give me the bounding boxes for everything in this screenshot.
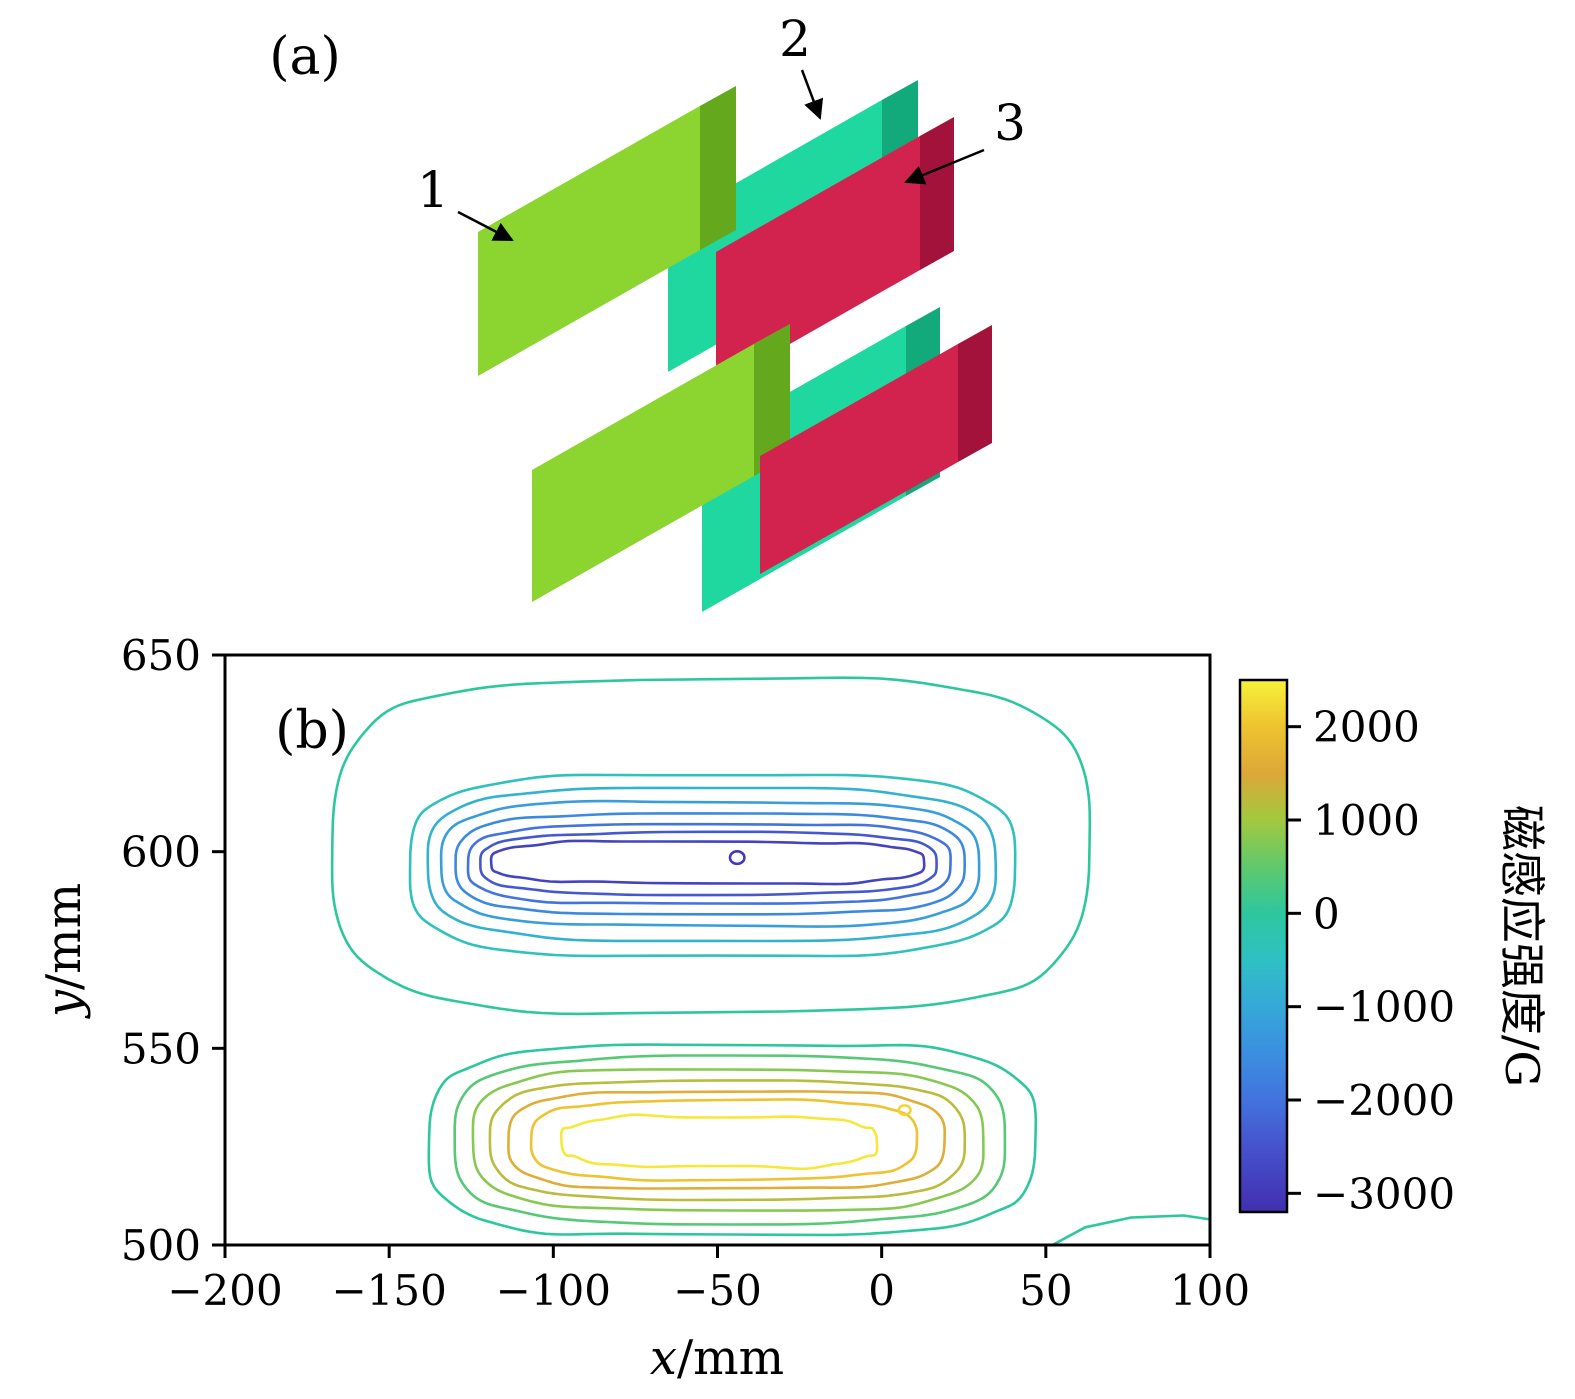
colorbar-group: 2000 1000 0 −1000 −2000 −3000 磁感应强度/G — [1238, 678, 1549, 1218]
contour-lines-group — [330, 676, 1211, 1246]
red-block-side-face — [920, 117, 954, 270]
block-label-teal: 2 — [779, 10, 811, 68]
contour-line-level--800 — [426, 786, 998, 943]
y-axis-label: y/mm — [36, 883, 92, 1019]
colorbar-ticks-group: 2000 1000 0 −1000 −2000 −3000 — [1287, 703, 1455, 1218]
green-block-side-face — [700, 86, 736, 250]
x-axis-tick-label: −100 — [496, 1266, 611, 1315]
contour-line-level--1200 — [439, 799, 981, 928]
red-block-side-face — [958, 325, 992, 462]
red-block-front-face — [760, 344, 958, 574]
x-axis-label: x/mm — [650, 1330, 784, 1386]
contour-line-level--400 — [408, 773, 1017, 958]
block-annotations: 1 2 3 — [417, 10, 1026, 242]
contour-spot — [728, 849, 746, 866]
contour-line-level-0 — [330, 676, 1092, 1016]
block-label-arrow-green — [457, 210, 514, 242]
colorbar-tick-label: −3000 — [1313, 1169, 1455, 1218]
colorbar — [1238, 678, 1289, 1214]
block-label-arrow-red — [904, 148, 985, 185]
y-axis-tick-label: 550 — [121, 1024, 201, 1073]
contour-line-level--2800 — [489, 839, 926, 886]
panel-a-label: (a) — [269, 27, 341, 87]
axis-ticks-group: −200 −150 −100 −50 0 50 100 500 550 600 650 — [121, 631, 1250, 1315]
colorbar-tick-label: −1000 — [1313, 983, 1455, 1032]
contour-line-level--2400 — [479, 830, 938, 897]
x-axis-tick-label: −200 — [167, 1266, 282, 1315]
green-block-front-face — [478, 106, 700, 376]
contour-line-level-0 — [427, 1043, 1038, 1237]
x-axis-tick-label: 50 — [1019, 1266, 1072, 1315]
y-axis-tick-label: 600 — [121, 828, 201, 877]
contour-line-level-800 — [471, 1068, 985, 1212]
block-label-red: 3 — [994, 94, 1026, 152]
contour-line-level-1200 — [488, 1079, 967, 1202]
green-block-front-face — [532, 344, 754, 602]
contour-open-line — [1051, 1214, 1211, 1246]
contour-line-level-400 — [453, 1054, 1007, 1226]
colorbar-tick-label: 2000 — [1313, 703, 1420, 752]
x-axis-tick-label: 0 — [868, 1266, 895, 1315]
colorbar-tick-label: 0 — [1313, 889, 1340, 938]
y-axis-tick-label: 500 — [121, 1221, 201, 1270]
contour-line-level--1600 — [454, 812, 966, 916]
contour-line-level--2000 — [466, 822, 952, 905]
x-axis-tick-label: −150 — [331, 1266, 446, 1315]
x-axis-tick-label: 100 — [1170, 1266, 1250, 1315]
colorbar-tick-label: 1000 — [1313, 796, 1420, 845]
plot-border — [223, 653, 1212, 1247]
contour-line-level-1600 — [507, 1090, 946, 1190]
panel-b-contour-plot: (b) −200 −150 −100 −50 0 50 100 500 550 600 650 x/… — [36, 631, 1549, 1386]
contour-line-level-2400 — [559, 1113, 879, 1171]
panel-b-label: (b) — [275, 701, 349, 761]
block-label-green: 1 — [417, 161, 449, 219]
y-axis-tick-label: 650 — [121, 631, 201, 680]
colorbar-label: 磁感应强度/G — [1495, 805, 1549, 1087]
magnet-blocks — [478, 80, 992, 612]
x-axis-tick-label: −50 — [673, 1266, 762, 1315]
green-block-side-face — [754, 324, 790, 476]
block-label-arrow-teal — [800, 69, 824, 120]
contour-spot — [897, 1104, 912, 1117]
red-block-front-face — [716, 136, 920, 386]
panel-a-diagram: (a) 1 2 3 — [269, 10, 1026, 612]
contour-line-level-2000 — [529, 1098, 919, 1182]
colorbar-tick-label: −2000 — [1313, 1076, 1455, 1125]
